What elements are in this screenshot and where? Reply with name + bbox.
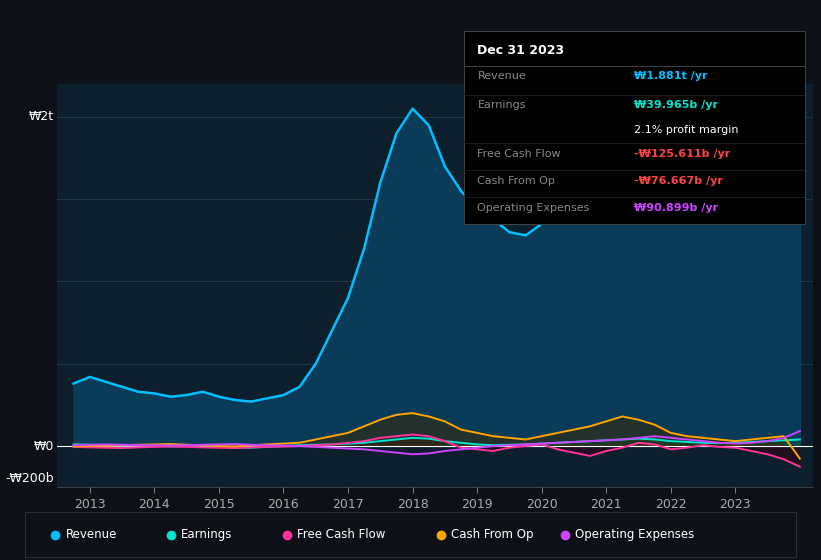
Text: Earnings: Earnings — [478, 100, 526, 110]
Text: ₩39.965b /yr: ₩39.965b /yr — [635, 100, 718, 110]
Text: -₩76.667b /yr: -₩76.667b /yr — [635, 176, 723, 186]
Text: Operating Expenses: Operating Expenses — [478, 203, 589, 213]
Text: -₩125.611b /yr: -₩125.611b /yr — [635, 148, 731, 158]
Text: 2.1% profit margin: 2.1% profit margin — [635, 125, 739, 136]
Text: ₩90.899b /yr: ₩90.899b /yr — [635, 203, 718, 213]
Text: Free Cash Flow: Free Cash Flow — [478, 148, 561, 158]
Text: Earnings: Earnings — [181, 528, 232, 542]
Text: Revenue: Revenue — [478, 71, 526, 81]
Text: Revenue: Revenue — [66, 528, 117, 542]
Text: Operating Expenses: Operating Expenses — [575, 528, 694, 542]
Text: Cash From Op: Cash From Op — [478, 176, 555, 186]
Text: Dec 31 2023: Dec 31 2023 — [478, 44, 565, 57]
Text: ₩0: ₩0 — [34, 440, 53, 452]
Text: Free Cash Flow: Free Cash Flow — [297, 528, 385, 542]
Text: ₩1.881t /yr: ₩1.881t /yr — [635, 71, 708, 81]
Text: ₩2t: ₩2t — [29, 110, 53, 123]
Text: -₩200b: -₩200b — [5, 473, 53, 486]
Text: Cash From Op: Cash From Op — [452, 528, 534, 542]
